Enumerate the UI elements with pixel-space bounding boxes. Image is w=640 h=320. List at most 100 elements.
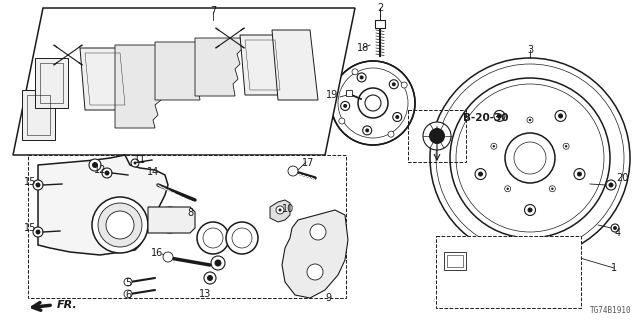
Circle shape (365, 128, 369, 132)
Text: 9: 9 (325, 293, 331, 303)
Circle shape (197, 222, 229, 254)
Circle shape (613, 226, 617, 230)
Circle shape (278, 209, 282, 212)
Circle shape (343, 104, 347, 108)
Circle shape (363, 126, 372, 135)
Polygon shape (35, 58, 68, 108)
Polygon shape (13, 8, 355, 155)
Text: 4: 4 (615, 228, 621, 238)
Circle shape (529, 119, 531, 121)
Circle shape (577, 172, 582, 177)
Polygon shape (115, 45, 168, 128)
Circle shape (102, 168, 112, 178)
Circle shape (558, 113, 563, 118)
Polygon shape (155, 42, 208, 100)
Text: 13: 13 (199, 289, 211, 299)
Circle shape (104, 171, 109, 175)
Circle shape (339, 118, 345, 124)
Text: 1: 1 (611, 263, 617, 273)
Circle shape (574, 169, 585, 180)
Circle shape (497, 113, 502, 118)
Text: 15: 15 (24, 177, 36, 187)
Circle shape (527, 117, 533, 123)
Text: TG74B1910: TG74B1910 (590, 306, 632, 315)
Text: 17: 17 (302, 158, 314, 168)
Circle shape (214, 260, 221, 267)
Circle shape (357, 73, 366, 82)
Circle shape (124, 278, 132, 286)
Circle shape (276, 206, 284, 214)
Text: 10: 10 (282, 204, 294, 214)
Circle shape (307, 264, 323, 280)
Bar (408, 110, 466, 162)
Text: 14: 14 (147, 167, 159, 177)
Circle shape (134, 162, 136, 164)
Polygon shape (270, 200, 290, 222)
Circle shape (35, 229, 40, 235)
Circle shape (609, 182, 614, 188)
Circle shape (124, 290, 132, 298)
Polygon shape (38, 155, 168, 255)
Circle shape (310, 224, 326, 240)
Circle shape (163, 252, 173, 262)
Circle shape (352, 69, 358, 75)
Polygon shape (272, 30, 318, 100)
Polygon shape (22, 90, 55, 140)
Circle shape (396, 115, 399, 119)
Circle shape (33, 227, 43, 237)
Text: 2: 2 (377, 3, 383, 13)
Text: 19: 19 (326, 90, 338, 100)
Circle shape (551, 188, 554, 190)
Circle shape (606, 180, 616, 190)
Circle shape (162, 212, 178, 228)
Circle shape (555, 110, 566, 121)
Circle shape (157, 207, 183, 233)
Polygon shape (195, 38, 243, 96)
Circle shape (423, 122, 451, 150)
Circle shape (475, 169, 486, 180)
Text: 16: 16 (151, 248, 163, 258)
Circle shape (393, 113, 402, 122)
Circle shape (493, 145, 495, 148)
Bar (28, 155, 346, 298)
Bar (436, 236, 581, 308)
Polygon shape (148, 207, 195, 233)
Bar (346, 90, 352, 96)
Text: 8: 8 (187, 208, 193, 218)
Circle shape (565, 145, 567, 148)
Text: 3: 3 (527, 45, 533, 55)
Circle shape (92, 197, 148, 253)
Circle shape (525, 204, 536, 215)
Circle shape (360, 76, 364, 79)
Circle shape (429, 128, 445, 144)
Text: 6: 6 (125, 290, 131, 300)
Text: B-20-30: B-20-30 (463, 113, 509, 123)
Circle shape (392, 82, 396, 86)
Circle shape (494, 110, 505, 121)
Circle shape (340, 101, 349, 110)
Text: 15: 15 (24, 223, 36, 233)
Circle shape (92, 162, 98, 168)
Bar (444, 252, 466, 270)
Polygon shape (240, 35, 285, 95)
Polygon shape (282, 210, 348, 298)
Text: 5: 5 (125, 278, 131, 288)
Bar (375, 20, 385, 28)
Circle shape (89, 159, 101, 171)
Circle shape (365, 95, 381, 111)
Circle shape (506, 188, 509, 190)
Circle shape (211, 256, 225, 270)
Text: 11: 11 (134, 155, 146, 165)
Circle shape (549, 186, 556, 192)
Text: 18: 18 (357, 43, 369, 53)
Circle shape (98, 203, 142, 247)
Circle shape (226, 222, 258, 254)
Text: 7: 7 (210, 6, 216, 16)
Circle shape (527, 207, 532, 212)
Circle shape (388, 131, 394, 137)
Circle shape (131, 159, 139, 167)
Circle shape (505, 186, 511, 192)
Circle shape (106, 211, 134, 239)
Circle shape (611, 224, 619, 232)
Circle shape (401, 82, 407, 88)
